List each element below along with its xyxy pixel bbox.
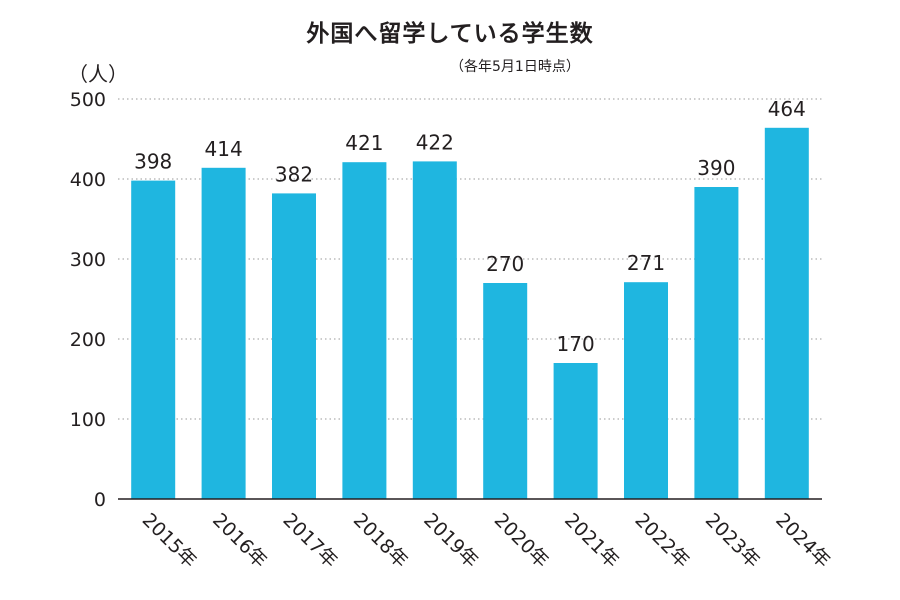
data-label: 271 — [627, 251, 665, 275]
bar — [131, 180, 176, 499]
x-tick-label: 2022年 — [630, 509, 693, 572]
bars — [131, 127, 809, 500]
data-label: 398 — [134, 150, 172, 174]
data-label: 464 — [768, 97, 806, 121]
data-label: 414 — [205, 137, 243, 161]
y-axis-ticks: 0 100 200 300 400 500 — [70, 89, 106, 511]
data-label: 422 — [416, 130, 454, 154]
x-axis-ticks: 2015年 2016年 2017年 2018年 2019年 2020年 2021年 2022年… — [138, 509, 835, 572]
data-label: 382 — [275, 162, 313, 186]
x-tick-label: 2017年 — [278, 509, 341, 572]
data-label: 270 — [486, 252, 524, 276]
bar — [342, 162, 387, 499]
x-tick-label: 2023年 — [701, 509, 764, 572]
bar — [624, 282, 668, 499]
x-tick-label: 2024年 — [771, 509, 834, 572]
data-label: 390 — [697, 156, 735, 180]
data-labels: 398 414 382 421 422 270 170 271 390 464 — [134, 97, 806, 356]
y-tick-label: 300 — [70, 249, 106, 271]
x-tick-label: 2015年 — [138, 509, 201, 572]
chart-subtitle: （各年5月1日時点） — [450, 59, 580, 75]
x-tick-label: 2020年 — [490, 509, 553, 572]
bar — [764, 127, 809, 500]
bar — [412, 161, 457, 499]
y-tick-label: 500 — [70, 89, 106, 111]
y-tick-label: 0 — [94, 489, 106, 511]
data-label: 421 — [345, 131, 383, 155]
bar — [483, 283, 528, 499]
bar — [553, 363, 598, 499]
bar — [694, 187, 739, 499]
x-tick-label: 2021年 — [560, 509, 623, 572]
bar — [272, 193, 316, 499]
bar — [201, 167, 246, 500]
x-tick-label: 2016年 — [208, 509, 271, 572]
y-axis-unit-label: （人） — [68, 62, 128, 86]
x-tick-label: 2018年 — [349, 509, 412, 572]
y-tick-label: 400 — [70, 169, 106, 191]
y-tick-label: 200 — [70, 329, 106, 351]
chart-title: 外国へ留学している学生数 — [306, 21, 594, 47]
y-tick-label: 100 — [70, 409, 106, 431]
data-label: 170 — [557, 332, 595, 356]
x-tick-label: 2019年 — [419, 509, 482, 572]
